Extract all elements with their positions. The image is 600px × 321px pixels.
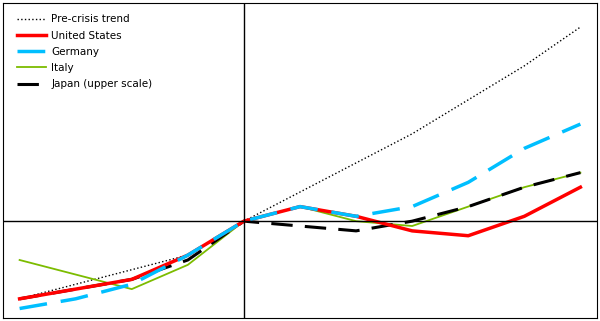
- Legend: Pre-crisis trend, United States, Germany, Italy, Japan (upper scale): Pre-crisis trend, United States, Germany…: [14, 11, 155, 92]
